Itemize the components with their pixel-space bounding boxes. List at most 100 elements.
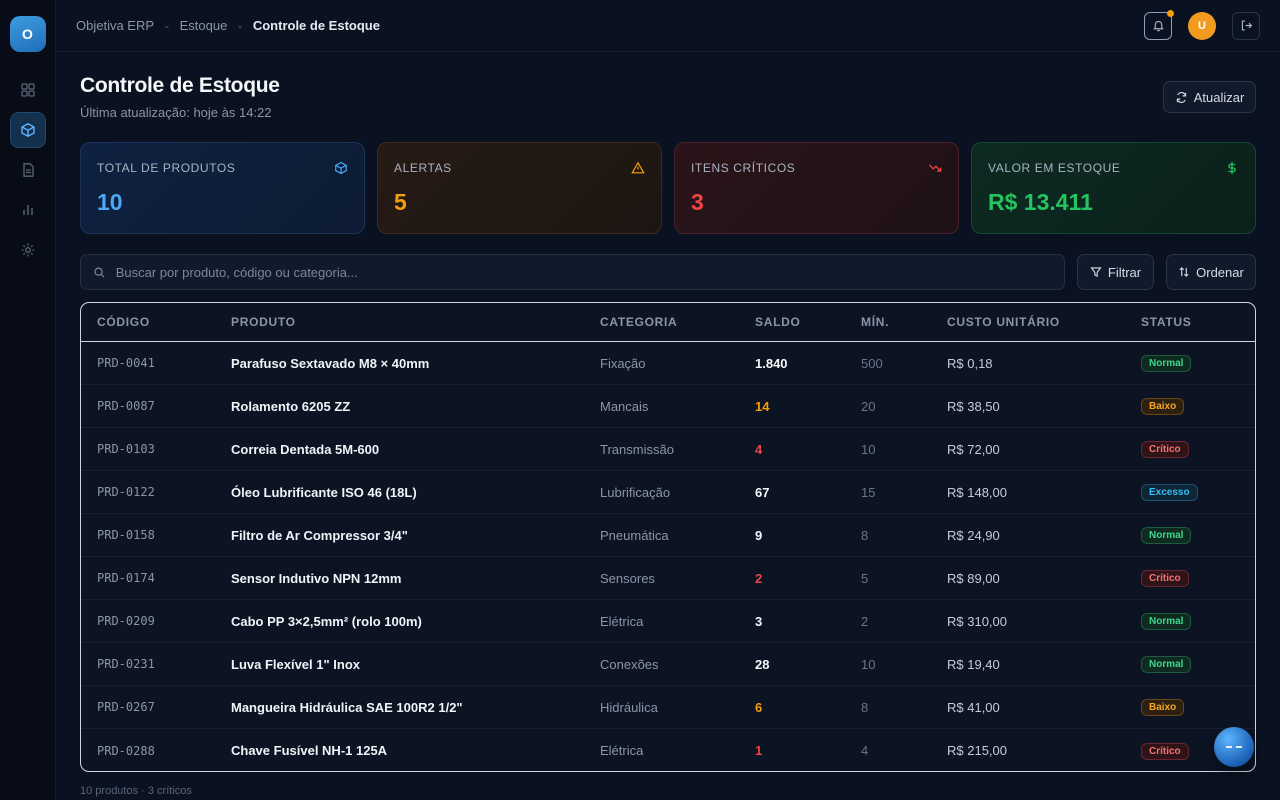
cell-unit-cost: R$ 19,40 [947,656,1000,672]
status-badge: Crítico [1141,441,1189,458]
box-icon [335,161,347,175]
chevron-down-icon: ⌄ [236,20,244,30]
status-badge: Normal [1141,527,1192,544]
filter-button[interactable]: Filtrar [1077,254,1154,290]
cell-status: Baixo [1141,397,1239,415]
cell-balance: 1 [755,743,763,758]
breadcrumb-item-estoque[interactable]: Estoque [179,18,228,33]
breadcrumb-current: Controle de Estoque [252,18,380,33]
box-icon [20,123,35,137]
stat-value: 10 [97,189,123,215]
filter-icon [1090,267,1102,278]
cell-status: Normal [1141,612,1239,630]
table-row[interactable]: PRD-0267 Mangueira Hidráulica SAE 100R2 1… [81,686,1255,729]
table-row[interactable]: PRD-0209 Cabo PP 3×2,5mm² (rolo 100m) Elét… [81,600,1255,643]
stock-table: Código Produto Categoria Saldo Mín. Cust… [80,302,1256,772]
cell-status: Normal [1141,354,1239,372]
cell-unit-cost: R$ 72,00 [947,441,1000,457]
stat-label: Alertas [394,161,452,175]
table-row[interactable]: PRD-0041 Parafuso Sextavado M8 × 40mm Fixa… [81,342,1255,385]
logout-button[interactable] [1232,11,1260,40]
cell-min: 2 [861,613,869,629]
cell-unit-cost: R$ 89,00 [947,570,1000,586]
column-header-code[interactable]: Código [97,315,150,329]
cell-balance: 3 [755,613,763,629]
cell-code: PRD-0209 [97,614,155,628]
column-header-unit-cost[interactable]: Custo Unitário [947,315,1060,329]
gear-icon [21,243,34,257]
cell-product: Sensor Indutivo NPN 12mm [231,570,402,586]
table-row[interactable]: PRD-0103 Correia Dentada 5M-600 Transmissã… [81,428,1255,471]
status-badge: Baixo [1141,398,1185,415]
cell-status: Crítico [1141,440,1239,458]
cell-category: Pneumática [600,527,669,543]
cell-code: PRD-0231 [97,657,155,671]
assistant-button[interactable] [1214,727,1254,767]
table-summary: 10 produtos · 3 críticos [80,785,192,797]
table-row[interactable]: PRD-0231 Luva Flexível 1" Inox Conexões 28 1… [81,643,1255,686]
cell-unit-cost: R$ 148,00 [947,484,1007,500]
stat-alerts: Alertas 5 [377,142,662,234]
search-bar [80,254,1065,290]
cell-product: Rolamento 6205 ZZ [231,398,351,414]
column-header-category[interactable]: Categoria [600,315,678,329]
cell-min: 8 [861,699,869,715]
status-badge: Crítico [1141,742,1189,760]
table-row[interactable]: PRD-0122 Óleo Lubrificante ISO 46 (18L) Lu… [81,471,1255,514]
column-header-balance[interactable]: Saldo [755,315,801,329]
cell-code: PRD-0087 [97,399,155,413]
notifications-button[interactable] [1144,9,1174,40]
app-logo[interactable]: O [9,16,46,52]
sidebar-item-settings[interactable] [10,232,46,268]
sidebar-item-dashboard[interactable] [10,72,46,108]
cell-code: PRD-0174 [97,571,155,585]
table-row[interactable]: PRD-0087 Rolamento 6205 ZZ Mancais 14 20 R$ 3… [81,385,1255,428]
breadcrumb-item-erp[interactable]: Objetiva ERP [76,18,155,33]
table-row[interactable]: PRD-0158 Filtro de Ar Compressor 3/4" Pneu… [81,514,1255,557]
cell-balance: 1.840 [755,355,788,371]
cell-unit-cost: R$ 38,50 [947,398,1000,414]
stat-stock-value: Valor em Estoque R$ 13.411 [971,142,1256,234]
cell-category: Conexões [600,656,659,672]
cell-status: Excesso [1141,483,1239,501]
sidebar-item-documents[interactable] [10,152,46,188]
table-row[interactable]: PRD-0288 Chave Fusível NH-1 125A Elétrica 1… [81,729,1255,771]
cell-min: 4 [861,743,869,758]
column-header-product[interactable]: Produto [231,315,296,329]
cell-status: Crítico [1141,742,1239,760]
topbar: Objetiva ERP ⌄ Estoque ⌄ Controle de Est… [56,0,1280,52]
table-row[interactable]: PRD-0174 Sensor Indutivo NPN 12mm Sensores… [81,557,1255,600]
cell-category: Fixação [600,355,646,371]
top-actions: U [1144,9,1260,40]
cell-category: Transmissão [600,441,674,457]
sidebar-item-estoque[interactable] [9,112,46,148]
cell-code: PRD-0158 [97,528,155,542]
cell-balance: 9 [755,527,763,543]
grid-icon [20,83,35,97]
refresh-button[interactable]: Atualizar [1163,81,1256,113]
cell-code: PRD-0288 [97,743,155,758]
search-input[interactable] [115,264,1052,280]
sort-button[interactable]: Ordenar [1166,254,1256,290]
column-header-status[interactable]: Status [1141,315,1192,329]
cell-min: 10 [861,656,876,672]
cell-code: PRD-0103 [97,442,155,456]
cell-product: Correia Dentada 5M-600 [231,441,380,457]
dollar-icon [1228,161,1236,175]
status-badge: Normal [1141,613,1192,630]
status-badge: Crítico [1141,570,1189,587]
sidebar-item-reports[interactable] [10,192,46,228]
cell-min: 10 [861,441,876,457]
cell-product: Luva Flexível 1" Inox [231,656,360,672]
stat-value: R$ 13.411 [988,189,1093,215]
sort-icon [1179,267,1189,277]
cell-product: Chave Fusível NH-1 125A [231,743,388,758]
avatar[interactable]: U [1188,11,1216,40]
cell-balance: 6 [755,699,763,715]
cell-unit-cost: R$ 215,00 [947,743,1007,758]
notification-dot [1167,9,1174,17]
cell-product: Cabo PP 3×2,5mm² (rolo 100m) [231,613,422,629]
logout-icon [1241,20,1252,31]
column-header-min[interactable]: Mín. [861,315,890,329]
sort-label: Ordenar [1196,264,1244,280]
